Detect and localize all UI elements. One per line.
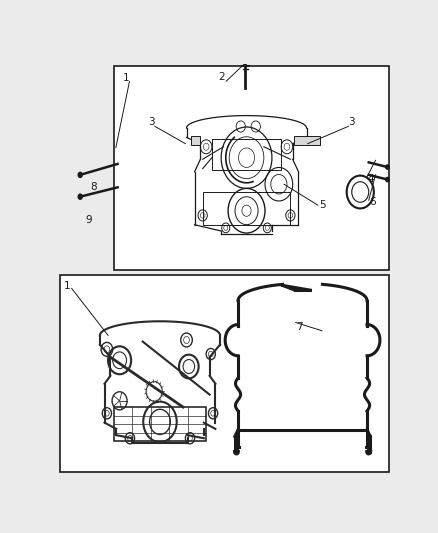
Circle shape (385, 176, 390, 182)
Text: 4: 4 (367, 174, 374, 184)
Text: 1: 1 (64, 281, 70, 292)
Bar (114, 66, 389, 270)
Text: 1: 1 (123, 74, 129, 83)
Text: 8: 8 (91, 182, 97, 192)
Bar (212, 139, 281, 170)
Bar (293, 136, 320, 145)
Bar (191, 136, 200, 145)
Bar (203, 192, 290, 225)
Text: 7: 7 (296, 321, 303, 332)
Text: 9: 9 (85, 215, 92, 225)
Bar (60, 274, 389, 472)
Text: 5: 5 (320, 200, 326, 210)
Text: 2: 2 (218, 72, 224, 82)
Text: 6: 6 (369, 197, 375, 207)
Text: 3: 3 (349, 117, 355, 127)
Text: 3: 3 (148, 117, 155, 127)
Circle shape (78, 193, 83, 200)
Circle shape (385, 164, 390, 170)
Bar (114, 407, 206, 441)
Circle shape (78, 172, 83, 178)
